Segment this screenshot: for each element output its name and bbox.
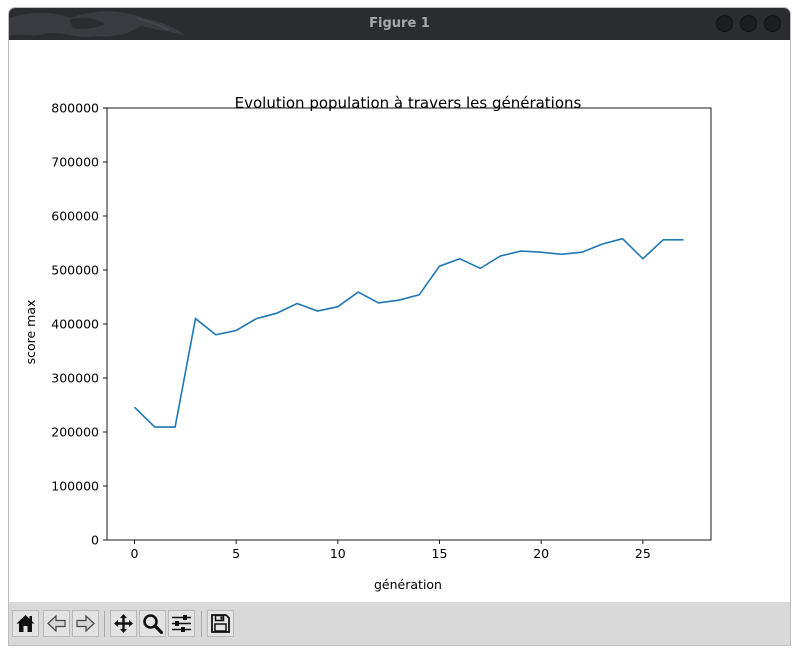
y-tick-label: 0 [91,533,99,548]
y-tick-label: 800000 [51,101,99,116]
zoom-icon [143,614,163,634]
line-chart: Evolution population à travers les génér… [23,94,712,592]
sliders-icon [172,615,191,632]
maximize-button[interactable] [740,15,757,32]
y-axis-label: score max [23,300,38,365]
back-button[interactable] [43,610,70,637]
x-axis-label: génération [374,577,442,592]
chart-title: Evolution population à travers les génér… [235,94,582,112]
close-button[interactable] [764,15,781,32]
home-icon [16,615,35,632]
dragon-logo-icon [9,11,185,37]
series-line [133,237,684,428]
x-tick-label: 15 [432,546,448,561]
floppy-disk-icon [211,614,230,633]
forward-button[interactable] [72,610,99,637]
x-tick-label: 0 [130,546,138,561]
configure-subplots-button[interactable] [168,610,195,637]
y-tick-label: 400000 [51,317,99,332]
move-icon [114,614,133,633]
x-tick-label: 10 [330,546,346,561]
axes-frame [106,107,712,541]
y-tick-label: 300000 [51,371,99,386]
y-tick-label: 500000 [51,263,99,278]
title-bar[interactable]: Figure 1 [9,8,790,40]
back-arrow-icon [47,614,66,633]
x-tick-label: 20 [533,546,549,561]
save-button[interactable] [207,610,234,637]
y-tick-label: 700000 [51,155,99,170]
pan-button[interactable] [110,610,137,637]
toolbar-separator [104,611,105,637]
navigation-toolbar [9,602,790,645]
y-tick-label: 200000 [51,425,99,440]
plot-area[interactable]: Evolution population à travers les génér… [9,40,790,602]
toolbar-separator [201,611,202,637]
x-tick-label: 5 [232,546,240,561]
zoom-button[interactable] [139,610,166,637]
x-tick-label: 25 [635,546,651,561]
axis-ticks: 0 5 10 15 20 25 0 100000 200000 300000 400000 50000… [51,101,651,562]
y-tick-label: 100000 [51,479,99,494]
forward-arrow-icon [76,614,95,633]
home-button[interactable] [12,610,39,637]
minimize-button[interactable] [716,15,733,32]
window-title: Figure 1 [369,16,430,31]
y-tick-label: 600000 [51,209,99,224]
figure-window: Figure 1 Evolution population à travers … [9,8,790,645]
